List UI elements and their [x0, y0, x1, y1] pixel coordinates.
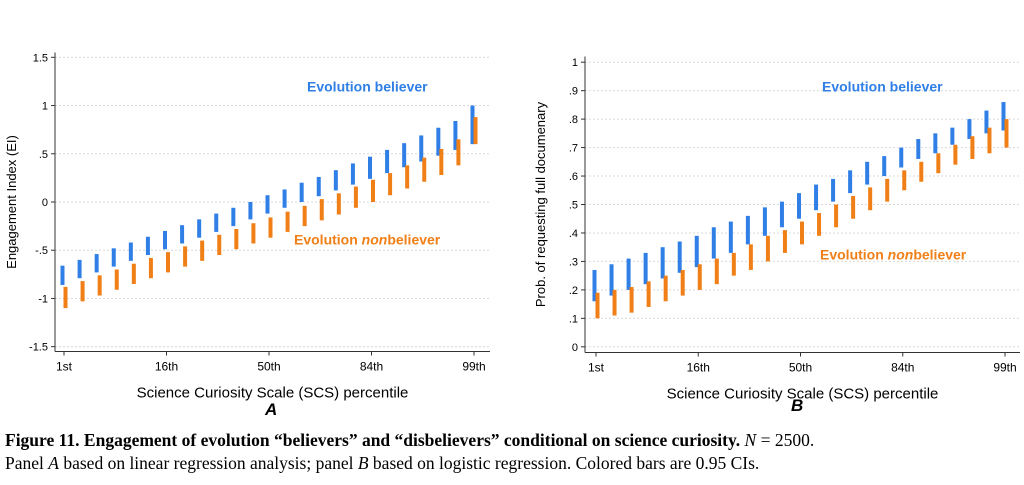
- caption-n-symbol: N: [744, 430, 757, 450]
- x-tick-label: 16th: [155, 360, 178, 374]
- y-tick-label: -1: [38, 293, 48, 305]
- series-annotation: Evolution believer: [822, 79, 943, 95]
- caption-line2-b: based on linear regression analysis; pan…: [58, 453, 358, 473]
- series-annotation: Evolution nonbeliever: [820, 247, 967, 263]
- y-tick-label: .3: [569, 256, 578, 268]
- x-axis-title: Science Curiosity Scale (SCS) percentile: [667, 386, 939, 403]
- series-annotation: Evolution nonbeliever: [294, 232, 441, 248]
- x-axis-title: Science Curiosity Scale (SCS) percentile: [137, 385, 409, 402]
- x-tick-label: 50th: [789, 361, 812, 375]
- x-tick-label: 1st: [588, 361, 605, 375]
- series-annotation: Evolution believer: [307, 79, 428, 95]
- y-tick-label: .1: [569, 313, 578, 325]
- chart-panel-b: 0 .1 .2 .3 .4 .5 .6 .7 .8 .9 1 1st 16th 50th 84th 99th S…: [533, 56, 1020, 403]
- caption-n-value: = 2500.: [756, 430, 815, 450]
- panel-label-a: A: [265, 400, 278, 419]
- annotation-part: believer: [913, 247, 966, 263]
- y-tick-label: 1: [572, 57, 578, 69]
- chart-panel-a: -1.5 -1 -.5 0 .5 1 1.5 1st 16th 50th 84th 99th Scien…: [4, 52, 490, 402]
- x-tick-label: 99th: [993, 361, 1016, 375]
- x-tick-label: 1st: [56, 360, 73, 374]
- x-tick-label: 84th: [360, 360, 383, 374]
- y-tick-label: .6: [569, 171, 578, 183]
- annotation-part: Evolution: [820, 247, 888, 263]
- figure-caption: Figure 11. Engagement of evolution “beli…: [5, 429, 1020, 475]
- y-tick-label: .4: [569, 228, 578, 240]
- y-tick-label: .9: [569, 86, 578, 98]
- annotation-part: non: [362, 232, 388, 248]
- annotation-part: believer: [387, 232, 440, 248]
- y-tick-label: -.5: [35, 245, 48, 257]
- y-tick-label: 0: [572, 342, 578, 354]
- y-tick-label: 1: [42, 101, 48, 113]
- caption-panel-b: B: [357, 453, 369, 473]
- y-axis-title: Engagement Index (EI): [4, 135, 19, 269]
- y-tick-label: .2: [569, 285, 578, 297]
- caption-title: Figure 11. Engagement of evolution “beli…: [5, 430, 741, 450]
- x-tick-label: 50th: [257, 360, 280, 374]
- caption-line2-a: Panel: [5, 453, 49, 473]
- caption-line2-c: based on logistic regression. Colored ba…: [368, 453, 760, 473]
- y-tick-label: .5: [569, 200, 578, 212]
- x-tick-label: 16th: [687, 361, 710, 375]
- annotation-part: Evolution believer: [822, 79, 943, 95]
- y-tick-label: .8: [569, 114, 578, 126]
- y-tick-label: -1.5: [29, 342, 48, 354]
- panel-label-b: B: [791, 396, 804, 415]
- y-tick-label: 1.5: [33, 52, 48, 64]
- y-axis-title: Prob. of requesting full documenary: [533, 101, 548, 307]
- y-tick-label: .5: [39, 149, 48, 161]
- annotation-part: Evolution: [294, 232, 362, 248]
- y-tick-label: .7: [569, 143, 578, 155]
- annotation-part: Evolution believer: [307, 79, 428, 95]
- caption-panel-a: A: [48, 453, 59, 473]
- annotation-part: non: [888, 247, 914, 263]
- x-tick-label: 84th: [891, 361, 914, 375]
- y-tick-label: 0: [42, 197, 48, 209]
- x-tick-label: 99th: [462, 360, 485, 374]
